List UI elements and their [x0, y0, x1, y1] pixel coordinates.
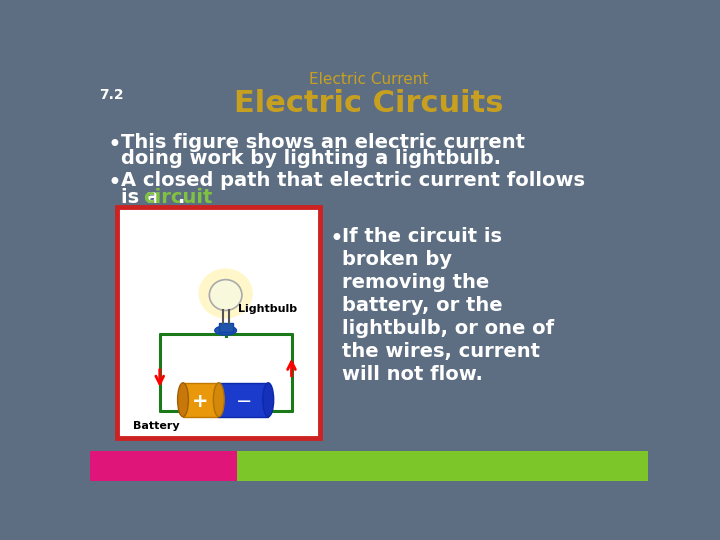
Text: will not flow.: will not flow. [342, 365, 482, 384]
Bar [90, 451, 238, 481]
Bar [238, 451, 648, 481]
Text: A closed path that electric current follows: A closed path that electric current foll… [121, 171, 585, 190]
Text: is a: is a [121, 188, 166, 207]
Text: •: • [330, 226, 343, 251]
Text: battery, or the: battery, or the [342, 296, 503, 315]
Text: •: • [107, 132, 121, 157]
Text: Battery: Battery [132, 421, 179, 431]
Ellipse shape [178, 383, 189, 417]
Text: If the circuit is: If the circuit is [342, 226, 502, 246]
Text: •: • [107, 171, 121, 195]
Ellipse shape [215, 326, 236, 335]
Text: circuit: circuit [143, 188, 212, 207]
Ellipse shape [199, 268, 253, 319]
Text: the wires, current: the wires, current [342, 342, 540, 361]
Text: Lightbulb: Lightbulb [238, 304, 297, 314]
Ellipse shape [263, 383, 274, 417]
Bar [218, 383, 269, 417]
Bar [219, 323, 233, 332]
Bar [183, 383, 219, 417]
Text: −: − [236, 392, 253, 411]
Text: Electric Circuits: Electric Circuits [234, 90, 504, 118]
Ellipse shape [213, 383, 224, 417]
Text: This figure shows an electric current: This figure shows an electric current [121, 132, 525, 152]
Text: broken by: broken by [342, 249, 452, 268]
Text: removing the: removing the [342, 273, 489, 292]
Text: +: + [192, 392, 208, 411]
Text: doing work by lighting a lightbulb.: doing work by lighting a lightbulb. [121, 150, 501, 168]
FancyBboxPatch shape [117, 207, 320, 438]
Ellipse shape [210, 280, 242, 310]
Text: .: . [179, 188, 186, 207]
Text: 7.2: 7.2 [99, 88, 124, 102]
Text: Electric Current: Electric Current [310, 72, 428, 87]
Text: lightbulb, or one of: lightbulb, or one of [342, 319, 554, 338]
